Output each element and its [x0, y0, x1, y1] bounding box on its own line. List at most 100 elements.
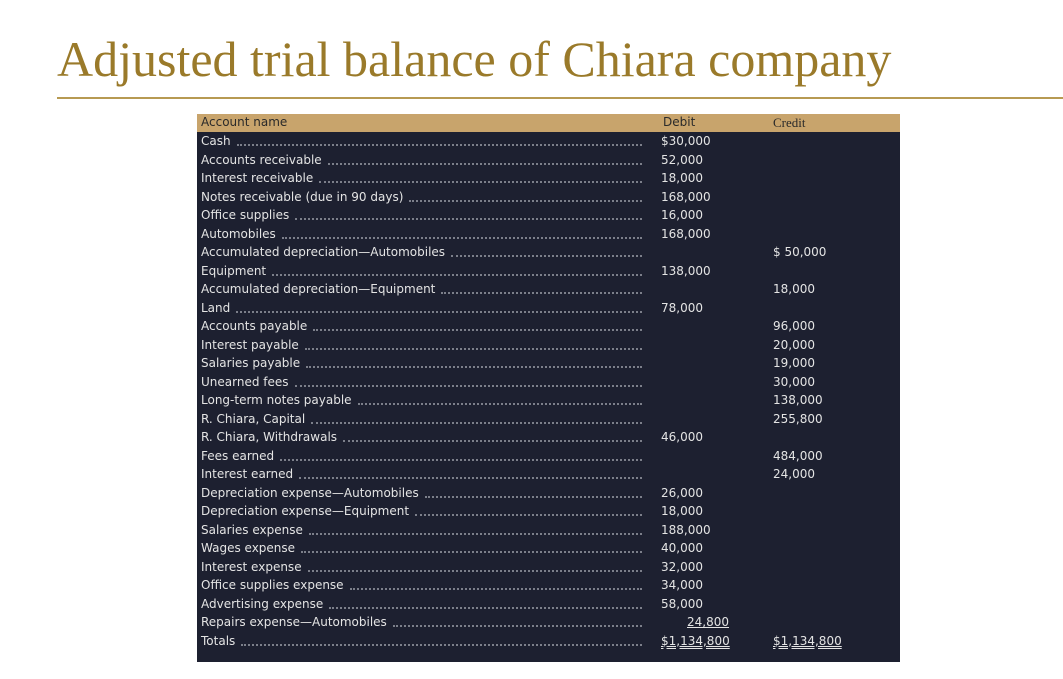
debit-amount: 46,000 [661, 430, 703, 444]
account-name: Equipment [201, 263, 267, 278]
account-name: R. Chiara, Capital [201, 411, 306, 426]
debit-amount: 168,000 [661, 226, 711, 241]
dot-leader [299, 477, 642, 479]
debit-amount: 32,000 [661, 559, 703, 574]
account-name: Office supplies [201, 208, 290, 222]
debit-amount: 78,000 [661, 300, 703, 315]
table-row: Accounts receivable 52,000 [197, 151, 900, 170]
table-row: Office supplies 16,000 [197, 206, 900, 225]
table-row: Interest expense 32,000 [197, 558, 900, 577]
account-name: Advertising expense [201, 596, 324, 611]
credit-amount: 30,000 [773, 374, 815, 389]
table-row: Advertising expense 58,000 [197, 595, 900, 614]
table-row: Depreciation expense—Automobiles 26,000 [197, 484, 900, 503]
credit-amount: 255,800 [773, 411, 823, 426]
debit-amount: 58,000 [661, 596, 703, 611]
debit-amount: 18,000 [661, 171, 703, 185]
dot-leader [441, 292, 642, 294]
table-row: Fees earned 484,000 [197, 447, 900, 466]
account-name: Totals [201, 633, 236, 648]
table-row: Land 78,000 [197, 299, 900, 318]
table-row: Interest earned 24,000 [197, 465, 900, 484]
account-name: Accumulated depreciation—Automobiles [201, 245, 446, 259]
account-name: Unearned fees [201, 374, 289, 389]
account-name: Salaries expense [201, 522, 303, 537]
dot-leader [451, 255, 642, 257]
credit-amount: 18,000 [773, 282, 815, 296]
table-row: Depreciation expense—Equipment 18,000 [197, 502, 900, 521]
table-row: R. Chiara, Withdrawals 46,000 [197, 428, 900, 447]
debit-amount: $1,134,800 [661, 633, 730, 648]
table-row: Office supplies expense 34,000 [197, 576, 900, 595]
account-name: Office supplies expense [201, 578, 344, 592]
account-name: Notes receivable (due in 90 days) [201, 189, 404, 204]
table-row: Automobiles 168,000 [197, 225, 900, 244]
account-name: Repairs expense—Automobiles [201, 615, 387, 629]
dot-leader [309, 532, 642, 535]
account-name: Accounts receivable [201, 152, 322, 167]
credit-amount: 138,000 [773, 393, 823, 407]
table-row: Interest receivable 18,000 [197, 169, 900, 188]
dot-leader [415, 514, 642, 516]
table-row: Equipment 138,000 [197, 262, 900, 281]
dot-leader [301, 551, 642, 553]
table-row: Totals $1,134,800 $1,134,800 [197, 632, 900, 651]
credit-amount: 24,000 [773, 467, 815, 481]
dot-leader [409, 199, 642, 202]
table-row: Salaries payable 19,000 [197, 354, 900, 373]
debit-amount: 52,000 [661, 152, 703, 167]
dot-leader [313, 329, 642, 331]
table-header: Account name Debit Credit [197, 114, 900, 132]
credit-amount: 96,000 [773, 319, 815, 333]
credit-amount: 484,000 [773, 448, 823, 463]
table-row: Interest payable 20,000 [197, 336, 900, 355]
dot-leader [393, 625, 642, 627]
dot-leader [350, 588, 642, 590]
credit-amount: $ 50,000 [773, 245, 827, 259]
debit-amount: 26,000 [661, 485, 703, 500]
dot-leader [295, 384, 642, 387]
account-name: Depreciation expense—Equipment [201, 504, 410, 518]
debit-amount: 168,000 [661, 189, 711, 204]
account-name: Cash [201, 134, 231, 148]
table-row: Accumulated depreciation—Equipment 18,000 [197, 280, 900, 299]
account-name: Interest expense [201, 559, 302, 574]
dot-leader [241, 643, 642, 646]
account-name: Automobiles [201, 226, 276, 241]
debit-amount: 188,000 [661, 522, 711, 537]
table-row: Cash $30,000 [197, 132, 900, 151]
dot-leader [358, 403, 642, 405]
header-cell: Debit [663, 115, 696, 129]
table-row: R. Chiara, Capital 255,800 [197, 410, 900, 429]
table-row: Salaries expense 188,000 [197, 521, 900, 540]
table-row: Accumulated depreciation—Automobiles $ 50… [197, 243, 900, 262]
account-name: Wages expense [201, 541, 296, 555]
debit-amount: 16,000 [661, 208, 703, 222]
account-name: Interest receivable [201, 171, 314, 185]
debit-amount: 40,000 [661, 541, 703, 555]
table-row: Long-term notes payable 138,000 [197, 391, 900, 410]
header-cell: Credit [773, 115, 806, 130]
trial-balance-table: Account name Debit Credit Cash $30,000 Acc… [197, 114, 900, 662]
dot-leader [295, 218, 642, 220]
credit-amount: 19,000 [773, 356, 815, 370]
dot-leader [343, 440, 642, 442]
debit-amount: 138,000 [661, 263, 711, 278]
dot-leader [280, 458, 642, 461]
debit-amount: 18,000 [661, 504, 703, 518]
title-rule [57, 97, 1063, 99]
table-row: Unearned fees 30,000 [197, 373, 900, 392]
account-name: Land [201, 300, 231, 315]
slide-title: Adjusted trial balance of Chiara company [57, 31, 892, 87]
dot-leader [305, 347, 642, 350]
dot-leader [329, 606, 642, 609]
dot-leader [282, 236, 642, 239]
header-cell: Account name [201, 115, 288, 129]
table-row: Accounts payable 96,000 [197, 317, 900, 336]
account-name: Salaries payable [201, 356, 301, 370]
account-name: Accounts payable [201, 319, 308, 333]
account-name: Long-term notes payable [201, 393, 352, 407]
account-name: Fees earned [201, 448, 275, 463]
debit-amount: 34,000 [661, 578, 703, 592]
